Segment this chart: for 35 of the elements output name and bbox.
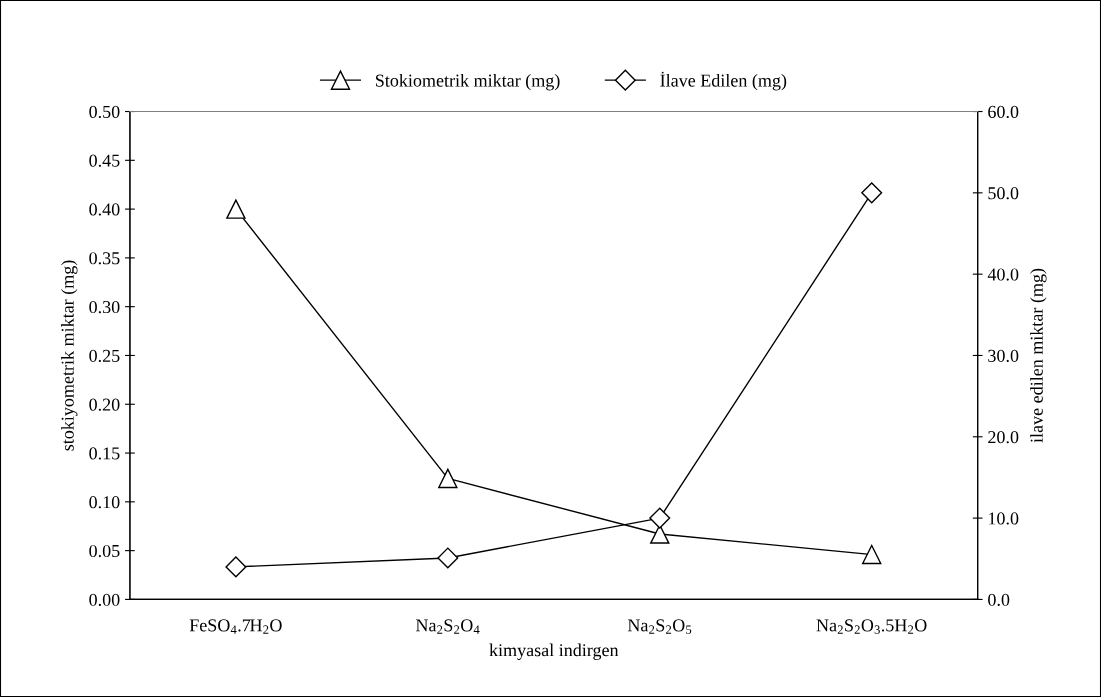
y-tick-label: 0.45: [89, 154, 120, 167]
point: [861, 182, 883, 204]
x-tick-label: Na$_{2}$S$_{2}$O$_{4}$: [415, 619, 480, 634]
point: [225, 556, 247, 578]
point: [437, 547, 459, 569]
point: [861, 544, 882, 565]
y2-tick-label: 20.0: [988, 431, 1019, 444]
y2-axis-title: ilave edilen miktar (mg): [1030, 268, 1047, 443]
y-tick-label: 0.30: [89, 300, 120, 314]
category-label: Na$_{2}$S$_{2}$O$_{3}$.5H$_{2}$O: [816, 619, 927, 634]
y-tick-label: 0.40: [89, 203, 120, 216]
x-axis-title: kimyasal indirgen: [489, 643, 619, 660]
y-tick-label: 0.15: [89, 447, 120, 460]
y-tick-label: 0.35: [89, 252, 120, 265]
y2-tick-label: 0.0: [988, 593, 1010, 606]
x-tick-label: Na$_{2}$S$_{2}$O$_{5}$: [627, 619, 692, 634]
y2-tick-label: 60.0: [988, 105, 1019, 119]
y2-tick-label: 40.0: [987, 268, 1019, 281]
legend-label: İlave Edilen (mg): [660, 71, 787, 91]
y-axis-title: stokiyometrik miktar (mg): [61, 260, 78, 451]
y-tick-label: 0.20: [89, 398, 120, 411]
point: [226, 199, 246, 219]
point: [438, 468, 458, 489]
y-tick-label: 0.25: [89, 349, 120, 362]
y2-tick-label: 30.0: [988, 349, 1019, 362]
y2-tick-label: 10.0: [989, 512, 1019, 525]
point: [650, 524, 670, 544]
point: [649, 507, 671, 529]
y-tick-label: 0.00: [89, 593, 120, 606]
y-tick-label: 0.50: [89, 105, 120, 119]
y-tick-label: 0.05: [89, 544, 120, 558]
y2-tick-label: 50.0: [988, 187, 1019, 200]
legend-label: Stokiometrik miktar (mg): [376, 73, 560, 91]
x-tick-label: FeSO$_{4}$.7H$_{2}$O: [189, 619, 282, 634]
y-tick-label: 0.10: [89, 496, 120, 509]
